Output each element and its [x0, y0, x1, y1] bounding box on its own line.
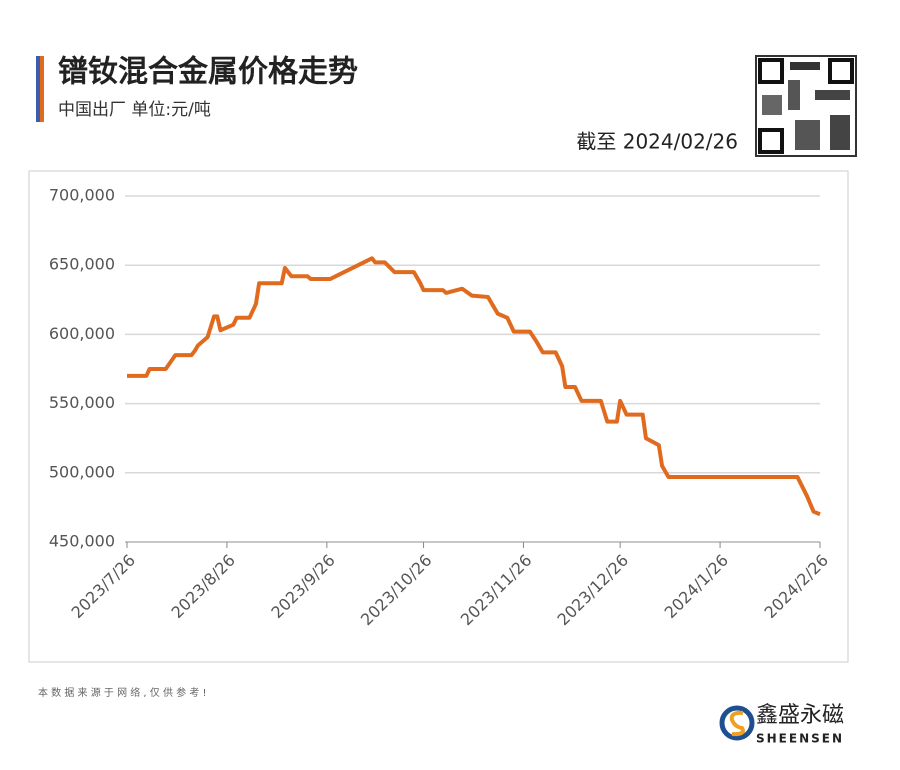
chart-frame: [28, 170, 849, 663]
brand: 鑫盛永磁: [756, 703, 844, 728]
x-tick-label: 2023/9/26: [267, 551, 338, 622]
logo: [729, 710, 745, 737]
accent-bar: [36, 56, 40, 122]
source-note: 本 数 据 来 源 于 网 络 , 仅 供 参 考 !: [38, 686, 207, 699]
y-tick-label: 600,000: [49, 324, 115, 343]
x-tick-label: 2023/7/26: [68, 551, 139, 622]
as-of: 截至 2024/02/26: [576, 130, 738, 154]
y-tick-label: 550,000: [49, 393, 115, 412]
y-tick-label: 500,000: [49, 462, 115, 481]
qr-code: [755, 55, 857, 157]
x-tick-label: 2023/11/26: [457, 551, 536, 630]
y-tick-label: 700,000: [49, 186, 115, 205]
brand-en: SHEENSEN: [756, 732, 844, 746]
subtitle: 中国出厂 单位:元/吨: [58, 100, 211, 120]
y-tick-label: 450,000: [49, 532, 115, 551]
title: 镨钕混合金属价格走势: [58, 55, 358, 90]
x-tick-label: 2023/10/26: [357, 551, 436, 630]
y-tick-label: 650,000: [49, 255, 115, 274]
logo: [719, 705, 755, 741]
x-tick-label: 2023/8/26: [167, 551, 238, 622]
accent-bar: [40, 56, 44, 122]
x-tick-label: 2024/1/26: [661, 551, 732, 622]
x-tick-label: 2023/12/26: [554, 551, 633, 630]
x-tick-label: 2024/2/26: [761, 551, 832, 622]
price-line: [127, 256, 821, 517]
